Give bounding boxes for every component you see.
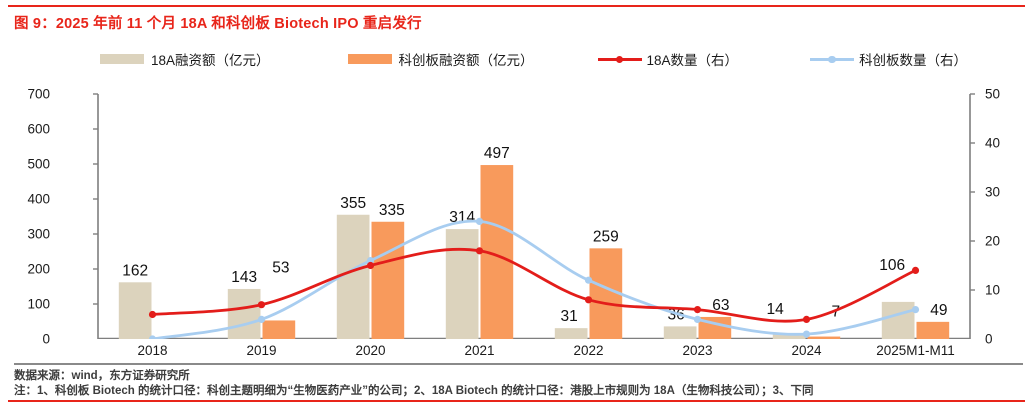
bar[interactable] — [445, 229, 479, 339]
legend-line-star-marker-icon — [810, 54, 855, 64]
bar[interactable] — [554, 328, 588, 339]
legend-line-18a-marker-icon — [597, 54, 642, 64]
x-tick-2023: 2023 — [682, 343, 713, 358]
line-marker[interactable] — [475, 247, 484, 255]
line-series-科创板数量（右） — [148, 217, 920, 339]
bar[interactable] — [881, 301, 915, 339]
line-marker[interactable] — [802, 315, 811, 323]
legend-bar-18a-label: 18A融资额（亿元） — [151, 53, 270, 68]
y-left-tick-700: 700 — [27, 86, 50, 102]
bar-value-label: 259 — [593, 228, 619, 245]
source-text: 数据来源：wind，东方证券研究所 — [14, 370, 190, 382]
footer-rule — [14, 363, 1023, 365]
bar-value-label: 335 — [379, 202, 405, 219]
line-marker[interactable] — [693, 306, 702, 314]
bar-value-label: 49 — [930, 302, 947, 319]
line-marker[interactable] — [911, 266, 920, 274]
legend-line-18a[interactable]: 18A数量（右） — [597, 49, 739, 69]
y-right-tick-50: 50 — [985, 86, 1001, 102]
line-marker[interactable] — [584, 276, 593, 284]
legend-bar-18a-swatch — [100, 54, 144, 64]
bar[interactable] — [227, 288, 261, 339]
x-tick-2020: 2020 — [355, 343, 386, 358]
y-right-tick-10: 10 — [985, 282, 1001, 298]
y-left-tick-200: 200 — [27, 261, 50, 277]
line-marker[interactable] — [802, 330, 811, 338]
line-marker[interactable] — [584, 296, 593, 304]
line-marker[interactable] — [475, 217, 484, 225]
y-axis-right-labels: 0 10 20 30 40 50 — [979, 39, 1025, 347]
bar[interactable] — [807, 336, 841, 339]
bar[interactable] — [262, 320, 296, 339]
y-right-tick-40: 40 — [985, 135, 1001, 151]
bar-value-label: 31 — [561, 308, 578, 325]
bar[interactable] — [916, 321, 950, 339]
y-left-tick-500: 500 — [27, 156, 50, 172]
bar[interactable] — [772, 334, 806, 339]
x-axis-category-labels: 2018 2019 2020 2021 2022 2023 2024 2025M1-M11 — [8, 339, 1025, 363]
legend-bar-star-swatch — [347, 54, 392, 64]
legend-line-star[interactable]: 科创板数量（右） — [810, 49, 967, 69]
y-left-tick-100: 100 — [27, 296, 50, 312]
plot-area: 18A融资额（亿元） 科创板融资额（亿元） 18A数量（右） 科创板数量（右） 0 10… — [8, 39, 1025, 358]
bar-value-label: 162 — [122, 262, 148, 279]
chart-legend: 18A融资额（亿元） 科创板融资额（亿元） 18A数量（右） 科创板数量（右） — [100, 47, 967, 71]
bar-value-label: 63 — [712, 297, 729, 314]
y-left-tick-600: 600 — [27, 121, 50, 137]
title-top-rule — [8, 5, 1025, 7]
y-left-tick-300: 300 — [27, 226, 50, 242]
figure-footer: 数据来源：wind，东方证券研究所 注：1、科创板 Biotech 的统计口径：… — [0, 363, 1033, 402]
legend-line-18a-label: 18A数量（右） — [646, 53, 739, 68]
y-axis-left-labels: 0 100 200 300 400 500 600 700 — [8, 39, 54, 347]
bar-series-0 — [118, 214, 915, 339]
legend-bar-18a[interactable]: 18A融资额（亿元） — [100, 49, 270, 69]
line-marker[interactable] — [257, 315, 266, 323]
line-marker[interactable] — [366, 261, 375, 270]
x-tick-2018: 2018 — [137, 343, 168, 358]
note-text: 注：1、科创板 Biotech 的统计口径：科创主题明细为“生物医药产业”的公司… — [14, 385, 814, 397]
page-title: 图 9：2025 年前 11 个月 18A 和科创板 Biotech IPO 重… — [14, 16, 422, 32]
legend-line-star-label: 科创板数量（右） — [859, 53, 968, 68]
line-marker[interactable] — [911, 306, 920, 314]
bar-value-label: 106 — [879, 257, 905, 274]
bar-value-label: 143 — [231, 269, 257, 286]
y-right-tick-20: 20 — [985, 233, 1001, 249]
y-right-tick-30: 30 — [985, 184, 1001, 200]
line-path[interactable] — [151, 219, 917, 339]
line-marker[interactable] — [148, 335, 157, 339]
x-tick-2025M1-M11: 2025M1-M11 — [876, 343, 955, 358]
bar[interactable] — [118, 282, 152, 339]
line-marker[interactable] — [148, 310, 157, 319]
legend-bar-star-label: 科创板融资额（亿元） — [398, 53, 534, 68]
bar-value-label: 7 — [832, 304, 841, 321]
bar[interactable] — [663, 326, 697, 339]
bar-value-label: 497 — [484, 145, 510, 162]
bar-value-label: 355 — [340, 195, 366, 212]
x-tick-2019: 2019 — [246, 343, 277, 358]
bar-value-label: 14 — [767, 301, 785, 318]
line-marker[interactable] — [693, 315, 702, 323]
line-series-18A数量（右） — [148, 247, 920, 323]
y-left-tick-0: 0 — [42, 331, 50, 347]
line-path[interactable] — [151, 247, 917, 323]
y-right-tick-0: 0 — [985, 331, 993, 347]
bottom-rule — [8, 400, 1025, 402]
x-tick-2021: 2021 — [464, 343, 495, 358]
line-marker[interactable] — [257, 301, 266, 309]
x-tick-2022: 2022 — [573, 343, 604, 358]
bar[interactable] — [371, 221, 405, 339]
x-tick-2024: 2024 — [791, 343, 822, 358]
legend-bar-star[interactable]: 科创板融资额（亿元） — [347, 49, 534, 69]
y-left-tick-400: 400 — [27, 191, 50, 207]
bar-value-label: 53 — [272, 259, 289, 276]
